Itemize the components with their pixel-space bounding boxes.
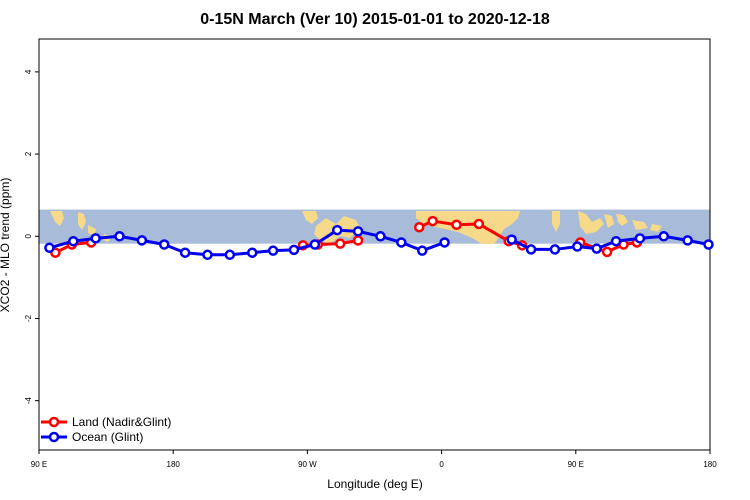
data-point-1-1-6 [634, 233, 646, 244]
chart-title: 0-15N March (Ver 10) 2015-01-01 to 2020-… [200, 11, 550, 28]
data-point-1-1-1 [525, 244, 537, 255]
data-point-1-0-15 [375, 231, 386, 242]
x-axis: 90 E 180 90 W 0 90 E 180 [31, 450, 717, 469]
data-point-1-0-2 [90, 233, 101, 244]
legend: Land (Nadir&Glint) Ocean (Glint) [41, 415, 171, 444]
data-point-0-2-0 [413, 221, 425, 233]
legend-label-land: Land (Nadir&Glint) [72, 415, 171, 429]
x-tick-label-5: 180 [703, 460, 717, 469]
data-point-1-1-4 [591, 243, 602, 254]
x-tick-label-3: 0 [439, 460, 444, 469]
y-axis: -4 -2 0 2 4 [24, 69, 39, 404]
x-tick-label-1: 180 [167, 460, 181, 469]
data-point-1-1-5 [610, 235, 622, 247]
data-point-0-2-2 [451, 219, 462, 231]
y-tick-label-4: 4 [24, 69, 33, 74]
x-tick-label-0: 90 E [31, 460, 47, 469]
data-point-1-1-0 [506, 234, 517, 245]
data-point-0-2-3 [473, 218, 485, 230]
land-mass-10 [604, 214, 614, 228]
data-point-1-0-5 [159, 239, 170, 250]
series-ocean [44, 224, 714, 261]
y-tick-label-1: -2 [24, 314, 33, 322]
data-point-0-1-2 [334, 238, 346, 249]
data-point-1-1-7 [658, 231, 670, 242]
land-mass-1 [50, 211, 64, 226]
data-point-0-3-1 [601, 246, 613, 258]
x-tick-label-4: 90 E [568, 460, 584, 469]
series-layer [44, 215, 714, 261]
data-point-1-0-9 [246, 247, 258, 258]
legend-entry-ocean: Ocean (Glint) [41, 430, 143, 444]
data-point-1-0-16 [396, 237, 407, 248]
data-point-1-0-12 [309, 239, 321, 250]
land-mass-2 [78, 212, 86, 230]
latitude-band-map [39, 209, 710, 244]
land-mass-3 [88, 225, 96, 236]
land-mass-7 [416, 211, 520, 244]
series-line-1-1 [511, 234, 709, 251]
data-point-1-0-17 [416, 245, 428, 256]
data-point-1-0-7 [202, 249, 213, 261]
y-tick-label-3: 2 [24, 151, 33, 156]
data-point-1-0-14 [352, 226, 364, 237]
x-tick-label-2: 90 W [298, 460, 317, 469]
land-mass-5 [302, 211, 318, 224]
legend-marker-ocean [48, 431, 60, 443]
data-point-1-0-0 [44, 242, 55, 254]
data-point-1-0-4 [136, 235, 148, 246]
data-point-0-1-3 [352, 235, 364, 246]
data-point-1-1-2 [549, 244, 561, 255]
data-point-1-0-6 [179, 247, 191, 258]
data-point-1-1-3 [572, 241, 583, 252]
y-tick-label-2: 0 [24, 234, 33, 239]
data-point-1-0-18 [439, 237, 450, 248]
legend-marker-land [48, 416, 60, 428]
land-mass-11 [616, 214, 628, 226]
data-point-1-0-13 [331, 224, 343, 236]
x-axis-label: Longitude (deg E) [327, 477, 422, 491]
legend-label-ocean: Ocean (Glint) [72, 430, 143, 444]
data-point-1-0-1 [68, 235, 79, 247]
land-mass-9 [578, 211, 604, 234]
land-mass-12 [632, 220, 648, 230]
data-point-1-0-8 [224, 249, 236, 261]
data-point-1-0-10 [267, 245, 279, 256]
plot-area [38, 38, 714, 451]
y-tick-label-0: -4 [24, 397, 33, 405]
data-point-0-2-1 [427, 215, 438, 227]
land-mass-13 [650, 224, 662, 232]
legend-entry-land: Land (Nadir&Glint) [41, 415, 171, 429]
data-point-1-1-9 [703, 239, 714, 250]
data-point-1-1-8 [682, 235, 693, 246]
data-point-1-0-3 [114, 231, 125, 242]
land-mass-8 [552, 211, 560, 232]
data-point-1-0-11 [288, 244, 300, 256]
y-axis-label: XCO2 - MLO trend (ppm) [0, 178, 12, 313]
